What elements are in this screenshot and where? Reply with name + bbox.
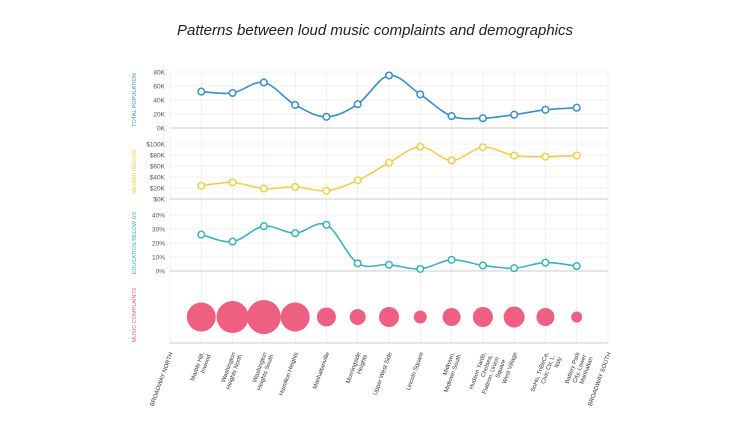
category-label: WashingtonHeights South [250, 352, 275, 392]
complaint-bubble [316, 307, 336, 327]
income-tick-label: $80K [150, 152, 166, 159]
category-label: Lincoln Square [406, 351, 426, 391]
income-tick-label: $60K [150, 163, 166, 170]
income-point [572, 151, 581, 160]
education-tick-label: 10% [152, 254, 165, 261]
category-label: SoHo, TriBeCa,Civic Ctr, L.Italy [530, 351, 563, 397]
income-tick-label: $40K [150, 174, 166, 181]
education-point [197, 230, 206, 239]
education-point [353, 259, 362, 268]
education-point [510, 264, 519, 273]
education-point [447, 255, 456, 264]
income-point [228, 178, 237, 187]
education-tick-label: 20% [152, 240, 165, 247]
education-point [384, 260, 394, 269]
income-point [541, 152, 550, 161]
population-tick-label: 80K [153, 69, 165, 76]
category-label: BROADWAY NORTH [150, 352, 175, 408]
income-axis-label: MEDIAN INCOME [132, 149, 138, 194]
complaint-bubble [442, 308, 461, 326]
complaint-bubble [186, 302, 216, 332]
category-label: Midtown,Midtown South [437, 351, 463, 393]
education-point [416, 264, 425, 273]
income-point [353, 176, 362, 185]
population-point [510, 110, 519, 119]
category-label: Manhattanville [312, 351, 331, 390]
income-point [197, 181, 206, 190]
population-tick-label: 40K [153, 97, 165, 104]
income-point [478, 143, 487, 152]
population-point [416, 90, 425, 99]
education-point [572, 262, 581, 271]
income-point [447, 156, 456, 165]
income-point [322, 186, 331, 195]
complaint-bubble [503, 306, 525, 328]
population-point [228, 88, 237, 98]
population-tick-label: 20K [153, 111, 165, 118]
population-point [447, 112, 456, 121]
population-point [572, 103, 581, 112]
population-point [322, 112, 331, 121]
population-point [259, 78, 268, 87]
education-tick-label: 0% [156, 268, 166, 275]
education-tick-label: 40% [152, 212, 165, 219]
population-point [353, 100, 362, 109]
income-tick-label: $0K [153, 196, 165, 203]
education-point [228, 237, 237, 246]
category-label: MorningsideHeights [346, 351, 370, 387]
education-tick-label: 30% [152, 226, 165, 233]
complaint-bubble [216, 301, 249, 333]
population-tick-label: 60K [153, 83, 165, 90]
income-point [259, 184, 268, 193]
population-tick-label: 0K [157, 125, 166, 132]
income-tick-label: $20K [150, 185, 166, 192]
education-point [478, 261, 487, 270]
education-point [291, 229, 300, 238]
education-point [541, 258, 550, 267]
income-point [291, 182, 300, 191]
chart-title: Patterns between loud music complaints a… [176, 22, 574, 39]
category-label: WashingtonHeights North [219, 352, 244, 391]
complaint-bubble [571, 311, 583, 323]
population-axis-label: TOTAL POPULATION [132, 73, 138, 127]
category-label: Hamilton Heights [279, 352, 300, 397]
complaint-bubble [349, 309, 366, 325]
complaint-bubble [536, 308, 555, 326]
complaint-bubble [413, 310, 427, 324]
complaint-bubble [472, 307, 493, 327]
category-label: Marble Hill,Inwood [190, 351, 213, 384]
income-point [416, 142, 425, 151]
complaint-bubble [246, 300, 281, 334]
population-point [478, 114, 487, 123]
complaint-bubble [280, 302, 310, 332]
population-point [197, 87, 206, 96]
income-point [510, 151, 519, 160]
income-point [384, 158, 394, 167]
education-point [259, 222, 268, 231]
education-axis-label: EDUCATION BELOW HS [132, 211, 138, 274]
population-point [541, 105, 550, 114]
population-point [384, 71, 394, 80]
category-label: Battery ParkCity, LowerManhattan [565, 351, 595, 390]
complaints-axis-label: MUSIC COMPLAINTS [132, 287, 138, 342]
category-label: Upper West Side [373, 351, 394, 396]
income-tick-label: $100K [146, 141, 165, 148]
education-point [322, 220, 331, 229]
population-point [291, 100, 300, 109]
category-label: Hudson Yards,Chelsea,Flatiron, UnionSqua… [469, 351, 508, 398]
complaint-bubble [379, 307, 399, 327]
